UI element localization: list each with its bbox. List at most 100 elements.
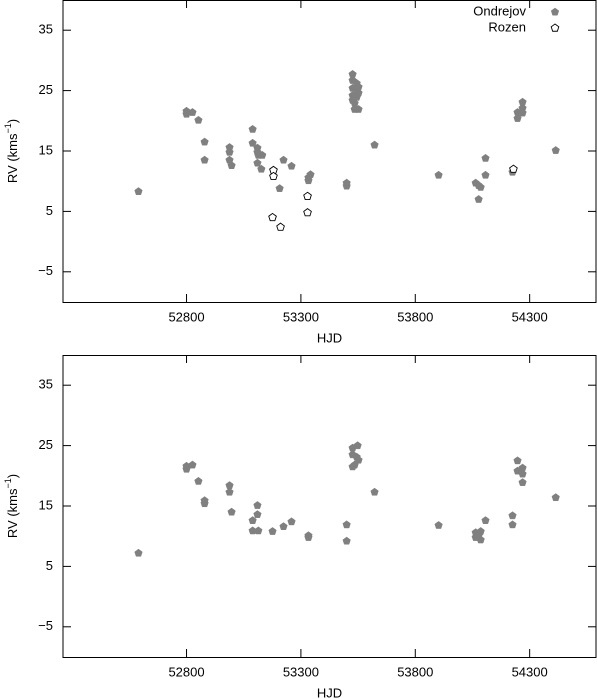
y-tick-label: 35	[39, 377, 53, 392]
panel: −5 5 15 25 35 52800 53300 53800 54300 HJD RV (kms−…	[3, 355, 597, 699]
data-point	[342, 536, 351, 545]
x-axis-label: HJD	[317, 685, 342, 699]
y-tick-label: 15	[39, 497, 53, 512]
data-point	[518, 97, 527, 106]
data-point	[304, 173, 313, 182]
data-point	[287, 161, 296, 170]
data-point	[551, 146, 560, 154]
data-point	[275, 184, 284, 192]
data-point	[481, 170, 490, 179]
data-point	[481, 153, 490, 162]
x-tick-label: 52800	[168, 309, 204, 324]
x-tick-label: 54300	[512, 309, 548, 324]
data-point	[370, 487, 379, 496]
data-point	[200, 155, 209, 164]
data-point	[352, 92, 361, 101]
y-tick-label: 35	[39, 22, 53, 37]
y-tick-label: 5	[46, 203, 53, 218]
data-point	[253, 158, 262, 167]
data-point	[342, 520, 351, 529]
data-point	[354, 105, 363, 113]
y-tick-label: 25	[39, 82, 53, 97]
data-point	[258, 150, 267, 159]
legend-marker	[550, 7, 560, 16]
data-point	[434, 170, 443, 179]
y-axis-label-part: −1	[3, 123, 13, 133]
data-point	[200, 137, 209, 146]
y-tick-label: −5	[38, 263, 53, 278]
y-tick-label: 5	[46, 558, 53, 573]
data-point	[348, 462, 357, 471]
legend-marker	[550, 23, 560, 32]
data-point	[225, 487, 234, 496]
data-point	[304, 533, 313, 541]
data-point	[257, 164, 266, 173]
data-point	[248, 138, 257, 147]
x-tick-label: 53300	[283, 309, 319, 324]
data-point	[194, 476, 203, 485]
x-tick-label: 53300	[283, 664, 319, 679]
data-point	[276, 222, 285, 231]
legend-label: Ondrejov	[473, 3, 526, 18]
data-point	[513, 114, 522, 122]
y-axis-label-part: RV (kms	[5, 133, 20, 183]
data-point	[227, 507, 236, 516]
y-tick-label: −5	[38, 618, 53, 633]
y-axis-label-part: )	[5, 474, 20, 478]
y-axis-label-part: )	[5, 119, 20, 123]
data-point	[509, 164, 518, 173]
data-point	[268, 212, 277, 222]
data-point	[353, 441, 362, 450]
data-point	[225, 481, 234, 489]
data-point	[254, 526, 263, 535]
data-point	[253, 501, 262, 509]
data-point	[474, 195, 483, 203]
data-point	[248, 124, 257, 133]
data-point	[227, 161, 236, 169]
data-point	[303, 208, 312, 217]
data-point	[269, 171, 278, 181]
data-point	[508, 520, 517, 529]
data-point	[476, 535, 485, 544]
data-point	[513, 456, 522, 465]
data-point	[188, 108, 197, 116]
y-tick-label: 25	[39, 437, 53, 452]
data-point	[518, 469, 527, 478]
y-axis-label: RV (kms−1)	[3, 119, 20, 183]
data-point	[134, 187, 143, 195]
data-point	[508, 511, 517, 520]
legend-label: Rozen	[488, 19, 526, 34]
data-point	[476, 527, 485, 535]
x-tick-label: 53800	[397, 309, 433, 324]
data-point	[342, 181, 351, 190]
data-point	[188, 460, 197, 469]
data-point	[134, 548, 143, 557]
y-tick-label: 15	[39, 142, 53, 157]
data-point	[268, 527, 277, 535]
data-point	[200, 499, 209, 508]
data-point	[551, 493, 560, 502]
data-point	[370, 140, 379, 149]
x-tick-label: 52800	[168, 664, 204, 679]
data-point	[225, 147, 234, 156]
data-point	[194, 115, 203, 124]
data-point	[279, 155, 288, 164]
plot-frame	[62, 355, 597, 658]
data-point	[287, 517, 296, 526]
data-point	[481, 516, 490, 524]
x-tick-label: 54300	[512, 664, 548, 679]
data-point	[518, 108, 527, 117]
data-point	[476, 182, 485, 191]
data-point	[354, 455, 363, 464]
x-tick-label: 53800	[397, 664, 433, 679]
plot-frame	[62, 0, 597, 303]
data-point	[518, 478, 527, 486]
data-point	[182, 106, 191, 115]
y-axis-label-part: −1	[3, 478, 13, 488]
data-point	[253, 510, 262, 518]
data-point	[434, 521, 443, 529]
y-axis-label-part: RV (kms	[5, 488, 20, 538]
x-axis-label: HJD	[317, 330, 342, 345]
data-point	[303, 191, 312, 200]
